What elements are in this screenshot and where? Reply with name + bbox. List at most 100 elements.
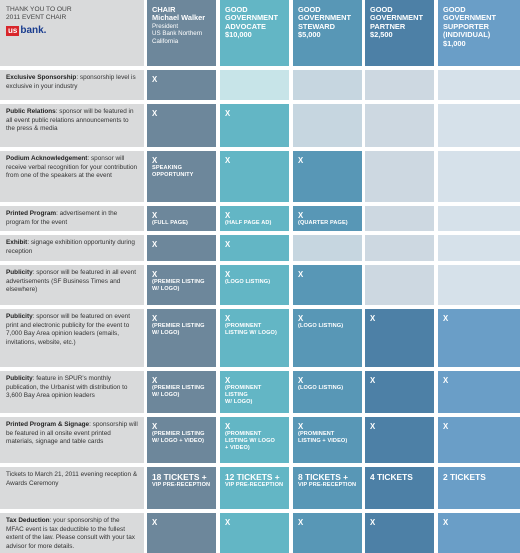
benefit-label: Tax Deduction: your sponsorship of the M… — [0, 513, 144, 553]
benefit-check-mark: X — [152, 75, 158, 84]
benefit-cell-empty — [438, 151, 520, 202]
benefit-check-mark: X — [298, 211, 304, 220]
benefit-cell-empty — [438, 206, 520, 231]
benefit-cell-empty — [365, 206, 434, 231]
benefit-cell: X (LOGO LISTING) — [220, 265, 289, 305]
benefit-label: Podium Acknowledgement: sponsor will rec… — [0, 151, 144, 202]
tier-price: $1,000 — [443, 38, 466, 48]
benefit-cell: X — [365, 371, 434, 413]
benefit-check-mark: X — [152, 314, 158, 323]
ticket-count: 4 TICKETS — [370, 472, 413, 482]
benefit-cell-empty — [365, 151, 434, 202]
benefit-description: : advertisement in the program for the e… — [6, 210, 118, 226]
tier-title-line: GOVERNMENT — [225, 13, 278, 23]
benefit-cell: X — [147, 235, 216, 261]
benefit-note: (PREMIER LISTING — [152, 385, 205, 391]
benefit-check-mark: X — [152, 156, 158, 165]
benefit-label: Tickets to March 21, 2011 evening recept… — [0, 467, 144, 509]
benefit-cell: 8 TICKETS + VIP PRE-RECEPTION — [293, 467, 362, 509]
benefit-cell: X (PROMINENT LISTING + VIDEO) — [293, 417, 362, 463]
benefit-check-mark: X — [298, 376, 304, 385]
benefit-check-mark: X — [152, 211, 158, 220]
benefit-note: (PROMINENT LISTING — [225, 385, 262, 399]
benefit-note: (LOGO LISTING) — [298, 323, 344, 329]
benefit-lead: Printed Program — [6, 210, 57, 217]
tier-header-5: GOOD GOVERNMENT SUPPORTER (INDIVIDUAL) $1,00… — [438, 0, 520, 66]
benefit-cell: X (PREMIER LISTING W/ LOGO) — [147, 309, 216, 367]
benefit-note: W/ LOGO + VIDEO) — [152, 438, 205, 445]
benefit-cell: X — [147, 513, 216, 553]
tier-title-line: (INDIVIDUAL) — [443, 30, 491, 40]
thanks-line-1: THANK YOU TO OUR — [6, 6, 72, 13]
usbank-logo-wordmark: bank. — [20, 25, 47, 37]
benefit-note: W/ LOGO) — [225, 399, 253, 406]
tier-title-line: GOVERNMENT — [370, 13, 423, 23]
benefit-lead: Podium Acknowledgement — [6, 155, 88, 162]
benefit-cell: X (FULL PAGE) — [147, 206, 216, 231]
benefit-lead: Publicity — [6, 375, 33, 382]
benefit-note: (FULL PAGE) — [152, 220, 189, 226]
benefit-check-mark: X — [298, 422, 304, 431]
benefit-note: SPEAKING — [152, 165, 183, 171]
benefit-check-mark: X — [152, 109, 158, 118]
tier-subtitle-line: President — [152, 22, 179, 30]
tier-title-line: PARTNER — [370, 21, 406, 31]
benefit-cell: X — [438, 371, 520, 413]
benefit-cell: X — [147, 70, 216, 100]
thanks-line-2: 2011 EVENT CHAIR — [6, 14, 67, 22]
benefit-cell: X — [147, 104, 216, 147]
benefit-lead: Tax Deduction — [6, 517, 50, 524]
tier-title-line: STEWARD — [298, 21, 335, 31]
benefit-note: W/ LOGO) — [152, 286, 180, 293]
benefit-check-mark: X — [152, 376, 158, 385]
tier-title-line: GOOD — [443, 5, 466, 14]
benefit-cell: X — [220, 104, 289, 147]
benefit-note: VIP PRE-RECEPTION — [152, 482, 211, 488]
benefit-check-mark: X — [225, 270, 231, 279]
ticket-count: 8 TICKETS + — [298, 472, 349, 482]
benefit-label: Publicity: feature in SPUR's monthly pub… — [0, 371, 144, 413]
benefit-cell: 4 TICKETS — [365, 467, 434, 509]
benefit-description: : sponsorship will be featured in all on… — [6, 421, 138, 446]
benefit-label: Publicity: sponsor will be featured on e… — [0, 309, 144, 367]
benefit-note: LISTING + VIDEO) — [298, 438, 348, 445]
benefit-check-mark: X — [152, 240, 158, 249]
benefit-note: (QUARTER PAGE) — [298, 220, 348, 226]
benefit-label: Printed Program: advertisement in the pr… — [0, 206, 144, 231]
benefit-note: LISTING W/ LOGO — [225, 438, 275, 445]
benefit-label: Publicity: sponsor will be featured in a… — [0, 265, 144, 305]
tier-title-line: SUPPORTER — [443, 21, 489, 31]
benefit-check-mark: X — [152, 422, 158, 431]
benefit-note: (LOGO LISTING) — [225, 279, 271, 285]
benefit-description: Tickets to March 21, 2011 evening recept… — [6, 471, 138, 487]
tier-title-line: GOVERNMENT — [298, 13, 351, 23]
benefit-cell-empty — [365, 104, 434, 147]
benefit-note: OPPORTUNITY — [152, 172, 194, 179]
benefit-check-mark: X — [225, 518, 231, 527]
benefit-note: VIP PRE-RECEPTION — [225, 482, 284, 488]
benefit-description: : signage exhibition opportunity during … — [6, 239, 135, 255]
tier-title-line: GOOD — [225, 5, 248, 14]
benefit-check-mark: X — [370, 376, 376, 385]
benefit-description: : sponsor will receive verbal recognitio… — [6, 155, 138, 180]
tier-price: $10,000 — [225, 30, 252, 40]
benefit-check-mark: X — [298, 314, 304, 323]
benefit-description: : sponsor will be featured in all event … — [6, 269, 137, 294]
tier-price: $5,000 — [298, 30, 321, 40]
benefit-check-mark: X — [225, 156, 231, 165]
benefit-cell: X (PROMINENT LISTING W/ LOGO) — [220, 371, 289, 413]
benefit-cell: X (PREMIER LISTING W/ LOGO + VIDEO) — [147, 417, 216, 463]
benefit-cell: X — [293, 265, 362, 305]
benefit-cell: 2 TICKETS — [438, 467, 520, 509]
benefit-cell-empty — [293, 235, 362, 261]
benefit-check-mark: X — [152, 518, 158, 527]
benefit-cell: X — [438, 513, 520, 553]
benefit-lead: Public Relations — [6, 108, 56, 115]
benefit-cell: X — [220, 151, 289, 202]
benefit-lead: Publicity — [6, 313, 33, 320]
benefit-cell: X — [220, 235, 289, 261]
benefit-check-mark: X — [298, 156, 304, 165]
tier-subtitle-line: California — [152, 37, 179, 45]
benefit-cell-empty — [438, 104, 520, 147]
